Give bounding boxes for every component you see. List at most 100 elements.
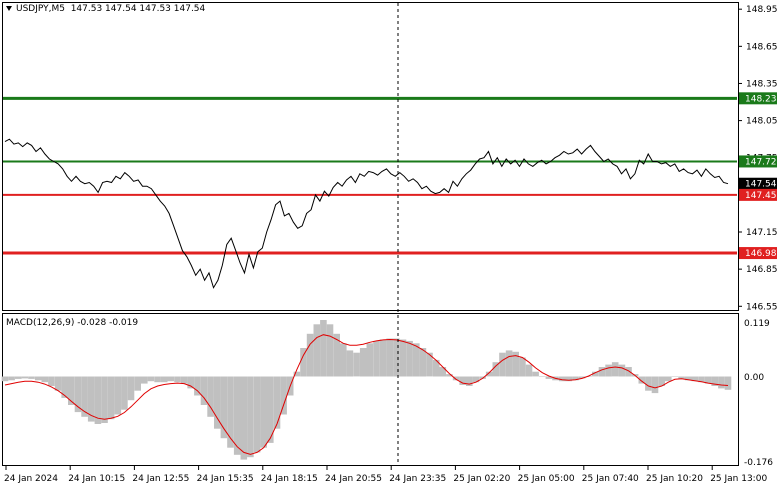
macd-bar <box>220 376 228 439</box>
macd-bar <box>253 376 261 453</box>
macd-bar <box>439 367 447 377</box>
price-line <box>4 138 729 289</box>
level-tag-147.54 <box>739 177 777 190</box>
macd-bar <box>61 376 68 398</box>
macd-signal-line <box>4 334 729 455</box>
macd-bar <box>141 376 148 384</box>
macd-bar <box>167 376 175 382</box>
chart-header: USDJPY,M5 147.53 147.54 147.53 147.54 <box>6 4 205 14</box>
macd-bar <box>459 376 466 385</box>
time-tick-label: 24 Jan 2024 <box>4 474 58 484</box>
macd-bar <box>68 376 75 405</box>
macd-bar <box>645 376 652 391</box>
macd-bar <box>154 376 161 383</box>
time-tick-label: 24 Jan 20:55 <box>325 474 382 484</box>
macd-bar <box>446 374 453 377</box>
level-tag-label: 147.72 <box>745 157 777 167</box>
price-panel-frame <box>2 2 739 311</box>
macd-bar <box>306 333 314 377</box>
macd-max-label: 0.119 <box>744 319 770 329</box>
macd-bar <box>505 350 513 377</box>
macd-bar <box>28 376 35 379</box>
macd-bar <box>532 371 539 377</box>
time-tick-label: 24 Jan 10:15 <box>68 474 125 484</box>
macd-bar <box>578 376 586 379</box>
macd-bar <box>194 376 201 396</box>
macd-histogram <box>1 320 732 460</box>
macd-bar <box>313 324 321 377</box>
macd-bar <box>273 376 281 429</box>
macd-bar <box>74 376 82 413</box>
macd-bar <box>592 371 599 377</box>
dropdown-triangle-icon[interactable] <box>6 6 12 11</box>
macd-bar <box>21 376 29 379</box>
macd-bar <box>638 376 646 384</box>
time-axis: 24 Jan 2024 24 Jan 10:15 24 Jan 12:55 24 Ja… <box>4 466 767 484</box>
price-tick-label: 148.95 <box>746 5 778 15</box>
macd-bar <box>684 376 692 381</box>
price-tick-label: 148.65 <box>746 42 778 52</box>
price-tick-label: 146.55 <box>746 302 778 312</box>
macd-bar <box>346 350 354 377</box>
macd-bar <box>386 338 393 377</box>
macd-bar <box>466 376 473 386</box>
macd-bar <box>698 376 705 383</box>
macd-bar <box>240 376 248 460</box>
macd-bar <box>1 376 9 382</box>
macd-bar <box>479 376 486 379</box>
macd-bar <box>180 376 188 384</box>
macd-bar <box>160 376 168 383</box>
macd-bar <box>432 359 440 377</box>
macd-bar <box>34 376 42 381</box>
macd-bar <box>366 343 374 377</box>
time-tick-label: 25 Jan 02:20 <box>453 474 510 484</box>
time-tick-label: 25 Jan 07:40 <box>582 474 639 484</box>
macd-bar <box>48 376 55 386</box>
time-tick-label: 24 Jan 23:35 <box>389 474 446 484</box>
macd-bar <box>247 376 254 458</box>
macd-bar <box>393 338 400 377</box>
macd-bar <box>227 376 234 448</box>
macd-bar <box>492 362 500 377</box>
macd-bar <box>174 376 181 383</box>
macd-bar <box>539 376 546 377</box>
macd-bar <box>300 348 307 377</box>
macd-bar <box>280 376 287 415</box>
macd-bar <box>426 352 433 377</box>
macd-bar <box>485 371 493 377</box>
macd-bar <box>200 376 208 405</box>
macd-zero-label: 0.00 <box>744 373 764 383</box>
level-tag-147.72 <box>739 155 777 168</box>
macd-bar <box>94 376 102 424</box>
macd-bar <box>379 339 387 377</box>
macd-bar <box>525 364 533 377</box>
macd-bar <box>605 364 612 377</box>
macd-bar <box>472 376 480 383</box>
macd-bar <box>326 324 334 377</box>
macd-header: MACD(12,26,9) -0.028 -0.019 <box>6 318 139 328</box>
macd-bar <box>359 348 367 377</box>
macd-bar <box>618 364 626 377</box>
macd-bar <box>651 376 659 394</box>
macd-bar <box>320 320 327 377</box>
macd-bar <box>101 376 108 423</box>
macd-bar <box>187 376 194 389</box>
time-tick-label: 25 Jan 05:00 <box>518 474 575 484</box>
macd-bar <box>207 376 214 417</box>
macd-bar <box>8 376 15 381</box>
quote-label: 147.53 147.54 147.53 147.54 <box>70 4 206 14</box>
macd-bar <box>665 376 672 382</box>
price-tick-label: 146.85 <box>746 265 778 275</box>
macd-bar <box>107 376 115 420</box>
macd-bar <box>558 376 566 382</box>
macd-bar <box>87 376 95 422</box>
time-tick-label: 24 Jan 12:55 <box>132 474 189 484</box>
macd-bar <box>147 376 155 382</box>
level-tag-label: 147.45 <box>745 191 777 201</box>
macd-bar <box>333 333 340 377</box>
macd-bar <box>545 376 553 379</box>
macd-bar <box>340 343 347 377</box>
level-tag-label: 146.98 <box>745 249 777 259</box>
